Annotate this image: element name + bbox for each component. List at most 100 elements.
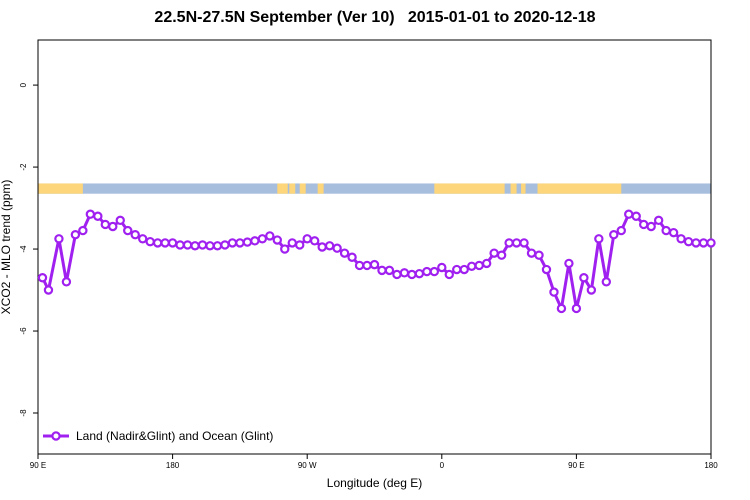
data-point [526,248,537,258]
data-point [70,230,81,240]
x-tick-label: 0 [440,461,445,470]
data-point [137,234,148,244]
data-point [444,269,454,280]
data-point [504,238,514,248]
y-tick-label: -8 [19,409,28,417]
y-tick-label: 0 [19,82,28,87]
data-point [422,266,432,277]
data-point [474,260,484,271]
x-tick-label: 180 [704,461,718,470]
data-point [123,225,133,236]
data-point [646,221,656,232]
data-point [653,215,664,226]
data-point [534,250,544,260]
data-point [541,264,552,275]
data-point [287,238,297,248]
data-point [362,260,372,271]
map-strip-land [38,183,83,194]
data-point [108,221,118,232]
map-strip-ocean [38,183,711,194]
data-point [302,234,312,244]
data-point [683,236,694,247]
data-point [272,235,282,245]
x-tick-label: 90 W [298,461,317,470]
legend: Land (Nadir&Glint) and Ocean (Glint) [43,429,273,443]
y-tick-label: -2 [19,163,28,171]
data-point [586,285,597,295]
data-point [407,269,417,280]
x-axis-label: Longitude (deg E) [327,476,422,490]
data-point [489,248,499,258]
data-point [280,244,290,254]
data-point [250,236,260,246]
data-point [317,242,327,252]
map-strip-land [289,183,296,194]
data-point [571,303,582,314]
x-tick-label: 180 [166,461,180,470]
legend-label: Land (Nadir&Glint) and Ocean (Glint) [76,429,273,443]
data-series [37,209,716,314]
data-point [205,241,215,251]
data-point [369,259,380,270]
data-point [616,225,626,236]
data-point [347,252,357,262]
map-strip-land [521,183,526,194]
data-point [61,277,72,287]
data-point [668,227,679,238]
data-point [160,238,170,248]
data-point [601,277,612,287]
data-point [190,241,200,251]
data-point [100,219,111,230]
chart-title: 22.5N-27.5N September (Ver 10) 2015-01-0… [154,9,596,26]
data-point [661,225,671,236]
data-point [332,243,342,253]
data-point [706,238,716,248]
data-point [295,240,305,250]
data-point [676,234,686,244]
data-point [392,269,402,280]
data-point [235,238,245,248]
data-point [481,258,492,269]
data-point [698,238,709,248]
data-point [339,248,350,258]
data-point [631,211,641,221]
data-point [459,264,469,275]
data-point [212,241,223,251]
data-point [115,215,125,226]
map-strip [38,183,711,194]
data-point [452,264,462,275]
data-point [639,219,649,230]
map-strip-land [299,183,306,194]
data-point [130,230,140,240]
data-point [197,240,208,250]
data-point [624,209,634,219]
data-point [54,234,64,244]
data-point [242,237,253,247]
data-point [511,238,522,248]
data-point [579,273,589,283]
data-point [85,209,96,219]
data-point [145,236,155,247]
y-tick-label: -6 [19,327,28,335]
plot-frame [37,39,712,455]
map-strip-land [510,183,517,194]
data-point [265,231,275,241]
data-point [437,262,447,273]
data-point [594,234,604,244]
data-point [354,260,365,271]
data-point [220,240,230,250]
x-tick-label: 90 E [568,461,584,470]
data-point [549,287,559,297]
map-strip-land [277,183,288,194]
data-point [564,258,574,269]
x-tick-label: 90 E [30,461,46,470]
data-point [227,238,238,248]
data-point [152,238,163,248]
data-point [384,265,395,276]
data-point [519,238,529,248]
data-point [556,303,567,314]
data-point [496,250,507,260]
data-point [429,266,440,277]
data-point [78,225,88,236]
